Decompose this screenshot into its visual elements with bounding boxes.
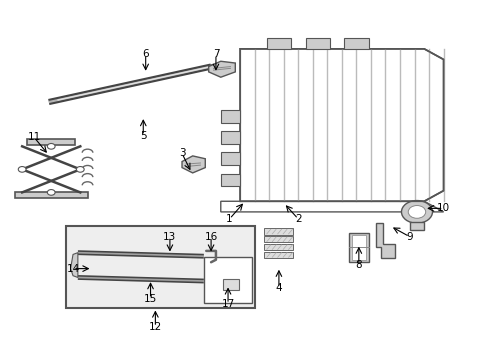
Polygon shape: [221, 201, 443, 212]
Text: 10: 10: [437, 203, 450, 213]
Bar: [66, 226, 255, 307]
Text: 12: 12: [149, 322, 162, 332]
Bar: [265, 236, 294, 242]
Text: 2: 2: [295, 214, 302, 224]
Text: 14: 14: [67, 264, 80, 274]
Text: 13: 13: [163, 232, 176, 242]
Polygon shape: [209, 61, 235, 77]
Bar: [265, 228, 294, 235]
Polygon shape: [221, 110, 240, 123]
Text: 11: 11: [27, 132, 41, 143]
Bar: [223, 279, 239, 290]
Polygon shape: [221, 152, 240, 165]
Circle shape: [48, 144, 55, 149]
Bar: [265, 252, 294, 258]
Text: 1: 1: [226, 214, 233, 224]
Text: 3: 3: [179, 148, 185, 158]
Text: 7: 7: [213, 49, 219, 59]
Circle shape: [401, 201, 433, 223]
Bar: [265, 244, 294, 250]
Bar: [410, 222, 424, 230]
Polygon shape: [15, 192, 88, 198]
Polygon shape: [71, 253, 78, 278]
Bar: [352, 235, 366, 260]
Polygon shape: [240, 49, 443, 201]
Text: 16: 16: [204, 232, 218, 242]
Polygon shape: [182, 156, 205, 173]
Text: 9: 9: [406, 232, 413, 242]
Bar: [204, 257, 252, 303]
Circle shape: [18, 167, 26, 172]
Text: 6: 6: [143, 49, 149, 59]
Text: 15: 15: [144, 294, 157, 304]
Text: 8: 8: [356, 260, 362, 270]
Polygon shape: [306, 38, 330, 49]
Bar: [349, 233, 368, 261]
Polygon shape: [221, 131, 240, 144]
Polygon shape: [221, 174, 240, 186]
Circle shape: [48, 190, 55, 195]
Circle shape: [76, 167, 84, 172]
Circle shape: [408, 206, 426, 218]
Polygon shape: [267, 38, 291, 49]
Polygon shape: [344, 38, 368, 49]
Polygon shape: [376, 222, 395, 258]
Text: 17: 17: [221, 299, 235, 309]
Text: 4: 4: [275, 283, 282, 293]
Text: 5: 5: [140, 131, 147, 141]
Polygon shape: [27, 139, 75, 145]
